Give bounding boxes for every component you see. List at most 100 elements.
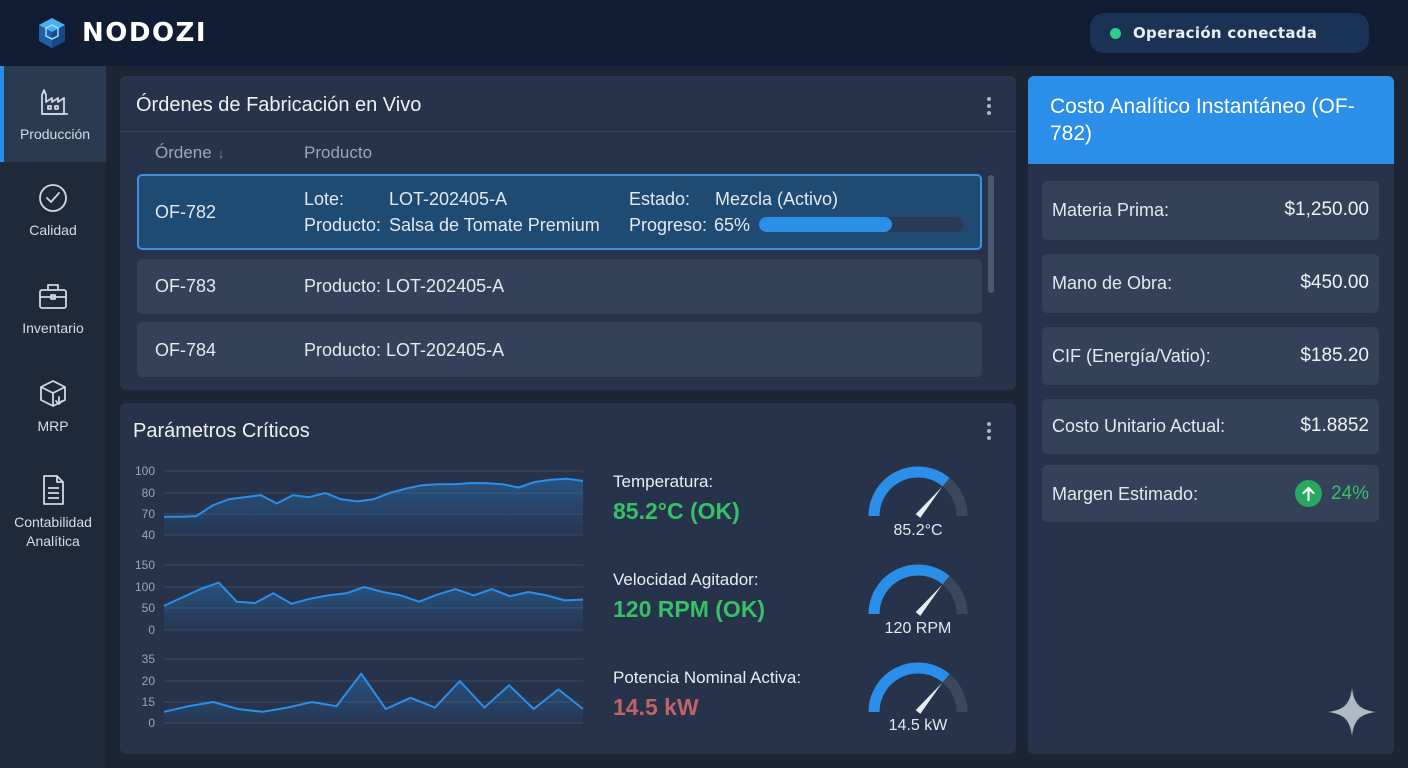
- sparkle-icon[interactable]: [1326, 686, 1378, 738]
- sidebar-item-label-line1: Contabilidad: [14, 514, 92, 530]
- arrow-up-icon: [1295, 480, 1322, 507]
- sidebar: Producción Calidad Inventario MRP: [0, 66, 106, 768]
- temperature-chart: 100 80 70 40: [135, 464, 584, 542]
- order-row[interactable]: [137, 322, 982, 377]
- y-tick-label: 50: [142, 601, 156, 615]
- cost-label: Mano de Obra:: [1052, 273, 1173, 293]
- y-tick-label: 80: [142, 486, 156, 500]
- y-tick-label: 20: [142, 674, 156, 688]
- sort-arrow-icon: ↓: [217, 146, 225, 161]
- progreso-value: 65%: [714, 215, 751, 235]
- order-row-selected[interactable]: [137, 174, 982, 250]
- producto-value: Salsa de Tomate Premium: [389, 215, 600, 235]
- y-tick-label: 0: [148, 716, 155, 730]
- order-id: OF-783: [155, 276, 217, 296]
- y-tick-label: 100: [135, 464, 155, 478]
- logo-icon: [39, 18, 65, 48]
- progress-bar: [759, 217, 964, 232]
- temperature-value: 85.2°C (OK): [613, 498, 740, 524]
- progress-bar-fill: [759, 217, 893, 232]
- brand[interactable]: NODOZI: [34, 15, 207, 51]
- cost-header: Costo Analítico Instantáneo (OF-782): [1028, 76, 1394, 164]
- sidebar-item-label: Producción: [19, 125, 91, 142]
- sidebar-item-label: Calidad: [29, 221, 77, 238]
- agitator-speed-gauge-caption: 120 RPM: [884, 620, 952, 637]
- document-icon: [43, 475, 64, 505]
- cost-value: $1.8852: [1300, 415, 1369, 436]
- y-tick-label: 15: [142, 695, 156, 709]
- agitator-speed-chart: 150 100 50 0: [135, 558, 584, 637]
- chart-series-line: [163, 672, 584, 713]
- order-product: Producto: LOT-202405-A: [304, 340, 505, 360]
- y-tick-label: 40: [142, 528, 156, 542]
- column-header-order[interactable]: Órdene ↓: [155, 143, 224, 163]
- params-menu-icon[interactable]: [984, 420, 994, 442]
- power-chart: 35 20 15 0: [142, 652, 584, 730]
- params-title: Parámetros Críticos: [133, 420, 310, 442]
- y-tick-label: 70: [142, 507, 156, 521]
- sidebar-item-contabilidad[interactable]: Contabilidad Analítica: [0, 462, 106, 562]
- orders-title: Órdenes de Fabricación en Vivo: [136, 94, 422, 116]
- cost-value: $185.20: [1300, 345, 1369, 366]
- connection-status-pill[interactable]: Operación conectada: [1090, 13, 1369, 53]
- sidebar-item-label-line2: Analítica: [26, 533, 80, 549]
- gauge-fill: [868, 662, 950, 713]
- orders-scrollbar[interactable]: [988, 175, 994, 293]
- progreso-label: Progreso:: [629, 215, 708, 235]
- gauge-needle: [915, 584, 943, 616]
- order-product: Producto: LOT-202405-A: [304, 276, 505, 296]
- sidebar-item-mrp[interactable]: MRP: [0, 358, 106, 454]
- cost-row-mano-obra: Mano de Obra: $450.00: [1042, 254, 1379, 313]
- order-id: OF-782: [155, 202, 217, 222]
- margin-label: Margen Estimado:: [1052, 484, 1199, 504]
- temperature-gauge-caption: 85.2°C: [893, 522, 943, 539]
- cost-label: CIF (Energía/Vatio):: [1052, 346, 1211, 366]
- estado-value: Mezcla (Activo): [715, 189, 839, 209]
- temperature-label: Temperatura:: [613, 472, 714, 491]
- top-bar: NODOZI Operación conectada: [0, 0, 1408, 66]
- power-gauge: [868, 662, 968, 714]
- power-gauge-caption: 14.5 kW: [888, 717, 948, 734]
- y-tick-label: 0: [148, 623, 155, 637]
- agitator-speed-value: 120 RPM (OK): [613, 596, 766, 622]
- lote-label: Lote:: [304, 189, 345, 209]
- cost-value: $450.00: [1300, 272, 1369, 293]
- connection-status-text: Operación conectada: [1133, 24, 1318, 42]
- factory-icon: [41, 88, 68, 115]
- cost-label: Materia Prima:: [1052, 200, 1170, 220]
- params-card: Parámetros Críticos: [120, 403, 1016, 754]
- cost-value: $1,250.00: [1284, 199, 1369, 220]
- agitator-speed-gauge: [868, 564, 968, 616]
- gauge-fill: [868, 466, 950, 517]
- orders-menu-icon[interactable]: [984, 95, 994, 117]
- sidebar-item-label: MRP: [37, 417, 69, 434]
- check-circle-icon: [39, 183, 67, 212]
- sidebar-item-calidad[interactable]: Calidad: [0, 162, 106, 258]
- chart-area: [164, 478, 583, 535]
- order-id: OF-784: [155, 340, 217, 360]
- gauge-needle: [915, 486, 943, 518]
- cost-title: Costo Analítico Instantáneo (OF-782): [1050, 95, 1355, 145]
- chart-series-line: [164, 477, 584, 518]
- sidebar-item-label: Inventario: [22, 319, 84, 336]
- y-tick-label: 35: [142, 652, 156, 666]
- cost-row-materia-prima: Materia Prima: $1,250.00: [1042, 181, 1379, 240]
- status-dot-icon: [1110, 27, 1121, 39]
- orders-divider: [120, 131, 1016, 132]
- cost-label: Costo Unitario Actual:: [1052, 416, 1226, 436]
- sidebar-item-produccion[interactable]: Producción: [0, 66, 106, 162]
- chart-area: [164, 673, 583, 723]
- cost-row-margen: Margen Estimado: 24%: [1042, 465, 1379, 522]
- estado-label: Estado:: [629, 189, 691, 209]
- column-header-order-label: Órdene: [155, 143, 212, 162]
- lote-value: LOT-202405-A: [389, 189, 508, 209]
- power-value: 14.5 kW: [613, 694, 699, 720]
- order-row[interactable]: [137, 259, 982, 314]
- sidebar-item-inventario[interactable]: Inventario: [0, 260, 106, 356]
- column-header-product[interactable]: Producto: [304, 143, 373, 162]
- producto-label: Producto:: [304, 215, 382, 235]
- margin-value: 24%: [1331, 483, 1370, 504]
- cost-row-costo-unitario: Costo Unitario Actual: $1.8852: [1042, 399, 1379, 454]
- chart-series-line: [163, 581, 584, 607]
